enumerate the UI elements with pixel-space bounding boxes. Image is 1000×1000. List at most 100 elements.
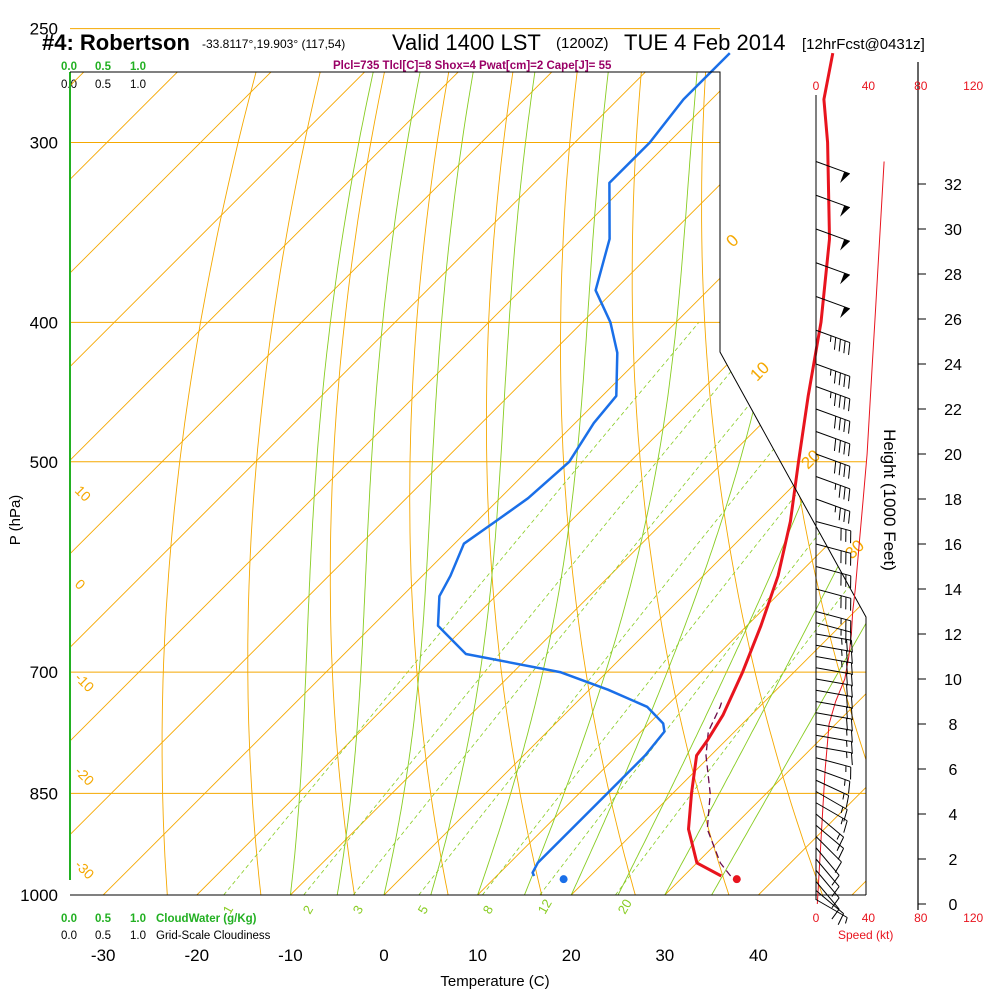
barb-full: [848, 781, 851, 794]
wind-barb: [815, 757, 852, 780]
height-tick-label: 32: [944, 177, 962, 194]
barb-full: [838, 507, 841, 521]
temperature-tick-label: 30: [655, 946, 674, 965]
cw-tick: 1.0: [130, 61, 146, 73]
temperature-tick-label: -20: [185, 946, 210, 965]
height-tick-label: 10: [944, 672, 962, 689]
cw-tick: 0.0: [61, 61, 77, 73]
temperature-tick-label: 0: [379, 946, 388, 965]
mixing-ratio-label: 5: [415, 903, 432, 917]
cl-tick: 0.5: [95, 930, 111, 942]
valid-zulu: (1200Z): [556, 35, 609, 52]
wind-barb: [815, 836, 842, 873]
barb-staff: [815, 588, 851, 599]
isotherm-line: [70, 72, 736, 895]
speed-tick-label-top: 80: [914, 79, 928, 93]
upper-isotherm-label: 0: [722, 231, 742, 251]
barb-full: [833, 371, 837, 384]
wind-barb: [815, 329, 851, 355]
barb-flag: [840, 171, 850, 184]
barb-staff: [815, 858, 840, 887]
mixing-ratio-label: 2: [300, 903, 317, 917]
barb-staff: [815, 498, 850, 512]
wind-barb: [815, 161, 850, 184]
barb-half: [840, 818, 844, 825]
barb-full: [846, 695, 848, 709]
barb-full: [848, 342, 851, 355]
barb-full: [837, 836, 845, 849]
wind-barb: [815, 644, 853, 664]
mixing-ratio-line: [352, 322, 817, 895]
barb-half: [844, 917, 848, 924]
dry-adiabat-line: [409, 72, 463, 895]
barb-staff: [815, 566, 851, 577]
barb-full: [831, 908, 840, 920]
wind-barb: [815, 262, 850, 285]
forecast-label: [12hrFcst@0431z]: [802, 36, 925, 53]
cloudwater-label: CloudWater (g/Kg): [156, 913, 257, 925]
isotherm-line: [70, 72, 866, 895]
speed-profile-line: [816, 161, 885, 905]
wind-barb: [815, 521, 852, 544]
wind-barb: [815, 386, 851, 412]
barb-full: [838, 462, 841, 476]
barb-half: [834, 506, 837, 513]
barb-staff: [815, 543, 851, 554]
height-tick-label: 16: [944, 537, 962, 554]
barb-staff: [815, 836, 842, 863]
barb-full: [831, 875, 840, 886]
barb-full: [850, 707, 853, 721]
barb-half: [829, 335, 832, 342]
barb-full: [846, 661, 848, 675]
barb-staff: [815, 768, 850, 782]
isotherm-label: -10: [72, 669, 98, 695]
wind-barb: [815, 633, 853, 653]
pressure-tick-label: 1000: [20, 886, 58, 905]
barb-flag: [840, 205, 850, 217]
wind-barb: [815, 734, 853, 754]
barb-staff: [815, 363, 850, 377]
barb-flag: [840, 273, 850, 285]
pressure-tick-label: 700: [30, 663, 58, 682]
speed-tick-label-bottom: 80: [914, 911, 928, 925]
barb-full: [833, 393, 837, 407]
isotherm-label: -30: [72, 857, 98, 883]
cw-tick: 0.5: [95, 61, 112, 73]
height-tick-label: 14: [944, 582, 962, 599]
barb-staff: [815, 667, 852, 675]
wind-barb: [815, 453, 851, 479]
isotherm-line: [196, 72, 866, 895]
dry-adiabat-line: [960, 3, 1000, 901]
surface-temp-marker: [732, 875, 741, 884]
barb-full: [843, 820, 848, 833]
wind-barb: [815, 847, 840, 886]
barb-full: [843, 809, 848, 822]
wind-barb: [815, 622, 852, 645]
dry-adiabat-line: [631, 72, 732, 895]
barb-half: [829, 391, 832, 399]
moist-adiabat-line: [336, 72, 435, 895]
moist-adiabat-line: [523, 72, 705, 895]
wind-barb: [815, 566, 852, 589]
cloudwater-scale-bottom: 0.0 0.5 1.0 CloudWater (g/Kg) 0.0 0.5 1.…: [61, 913, 271, 942]
barb-half: [843, 779, 846, 786]
temperature-tick-label: 10: [468, 946, 487, 965]
barb-full: [848, 511, 851, 524]
barb-half: [840, 806, 844, 814]
x-axis-title: Temperature (C): [440, 973, 549, 990]
barb-staff: [815, 746, 852, 754]
barb-full: [850, 640, 853, 653]
height-tick-label: 28: [944, 267, 962, 284]
wind-barb: [815, 712, 853, 732]
barb-staff: [815, 656, 852, 664]
surface-dew-marker: [559, 875, 568, 884]
mixing-ratio-label: 3: [350, 903, 367, 917]
wind-barb: [815, 802, 848, 833]
wind-barb: [815, 656, 853, 676]
barb-full: [848, 443, 851, 457]
wind-barb: [815, 723, 853, 743]
moist-adiabat-line: [289, 72, 390, 895]
mixing-ratio-line: [482, 322, 866, 895]
barb-full: [838, 372, 841, 386]
barb-staff: [815, 734, 852, 742]
